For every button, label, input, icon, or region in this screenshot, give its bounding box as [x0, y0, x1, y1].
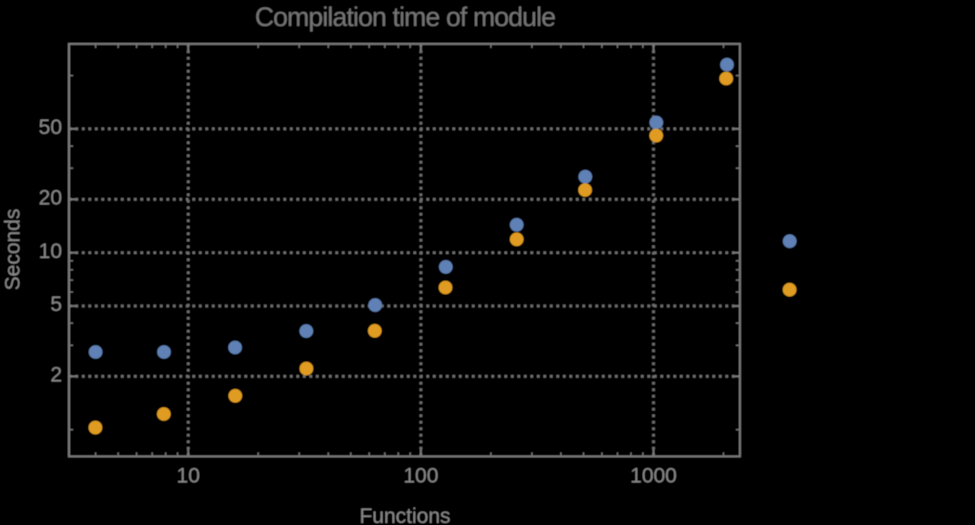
svg-text:10: 10: [177, 465, 200, 488]
svg-text:10: 10: [39, 240, 62, 263]
svg-text:5: 5: [50, 293, 62, 316]
svg-text:2: 2: [50, 364, 62, 387]
svg-text:Seconds: Seconds: [2, 209, 25, 291]
svg-text:Functions: Functions: [359, 505, 450, 525]
svg-text:50: 50: [39, 116, 62, 139]
svg-text:100: 100: [403, 465, 438, 488]
svg-text:20: 20: [39, 187, 62, 210]
svg-text:Compilation time of module: Compilation time of module: [255, 2, 555, 32]
svg-text:1000: 1000: [630, 465, 677, 488]
